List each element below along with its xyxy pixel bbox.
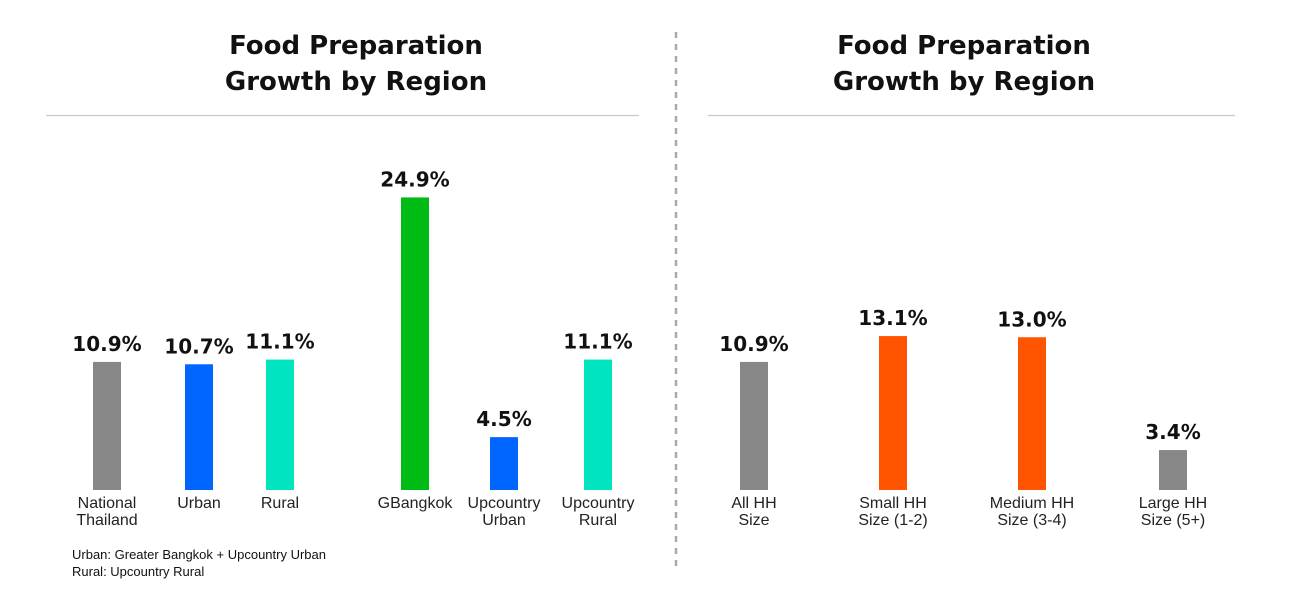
category-label-right-medium-hh-size-3-4-line-2: Size (3-4): [997, 512, 1066, 529]
value-label-left-gbangkok: 24.9%: [380, 167, 449, 191]
category-label-left-national-thailand-line-1: National: [78, 495, 137, 512]
bar-right-small-hh-size-1-2: [879, 336, 907, 490]
category-label-right-large-hh-size-5-line-1: Large HH: [1139, 495, 1207, 512]
value-label-left-urban: 10.7%: [164, 334, 233, 358]
category-label-right-large-hh-size-5-line-2: Size (5+): [1141, 512, 1205, 529]
bar-left-gbangkok: [401, 197, 429, 491]
value-label-left-upcountry-rural: 11.1%: [563, 330, 632, 354]
bar-left-rural: [266, 359, 294, 490]
bar-right-medium-hh-size-3-4: [1018, 337, 1046, 490]
bar-right-large-hh-size-5: [1159, 450, 1187, 490]
value-label-right-all-hh-size: 10.9%: [719, 332, 788, 356]
category-label-right-small-hh-size-1-2-line-1: Small HH: [859, 495, 927, 512]
category-label-left-upcountry-rural-line-2: Rural: [579, 512, 617, 529]
bar-left-national-thailand: [93, 361, 121, 490]
bar-left-upcountry-urban: [490, 437, 518, 490]
footnote-rural: Rural: Upcountry Rural: [72, 564, 204, 579]
category-label-left-rural-line-1: Rural: [261, 495, 299, 512]
category-label-right-medium-hh-size-3-4-line-1: Medium HH: [990, 495, 1074, 512]
category-label-left-gbangkok-line-1: GBangkok: [378, 495, 454, 512]
value-label-left-upcountry-urban: 4.5%: [476, 407, 531, 431]
left-chart-title-line-2: Growth by Region: [225, 67, 487, 97]
category-label-left-upcountry-urban-line-2: Urban: [482, 512, 526, 529]
value-label-left-rural: 11.1%: [245, 330, 314, 354]
category-label-right-small-hh-size-1-2-line-2: Size (1-2): [858, 512, 927, 529]
category-label-right-all-hh-size-line-2: Size: [738, 512, 769, 529]
left-chart-title-line-1: Food Preparation: [229, 31, 483, 61]
value-label-left-national-thailand: 10.9%: [72, 332, 141, 356]
category-label-left-national-thailand-line-2: Thailand: [76, 512, 137, 529]
right-chart-title-line-2: Growth by Region: [833, 67, 1095, 97]
left-chart: Food Preparation Growth by Region 10.9% N…: [46, 31, 639, 579]
category-label-right-all-hh-size-line-1: All HH: [731, 495, 776, 512]
bar-left-upcountry-rural: [584, 359, 612, 490]
value-label-right-small-hh-size-1-2: 13.1%: [858, 306, 927, 330]
right-chart: Food Preparation Growth by Region 10.9% A…: [708, 31, 1235, 529]
bar-left-urban: [185, 364, 213, 490]
category-label-left-upcountry-urban-line-1: Upcountry: [468, 495, 541, 512]
value-label-right-medium-hh-size-3-4: 13.0%: [997, 307, 1066, 331]
value-label-right-large-hh-size-5: 3.4%: [1145, 420, 1200, 444]
category-label-left-urban-line-1: Urban: [177, 495, 221, 512]
footnote-urban: Urban: Greater Bangkok + Upcountry Urban: [72, 547, 326, 562]
bar-right-all-hh-size: [740, 361, 768, 490]
right-chart-title-line-1: Food Preparation: [837, 31, 1091, 61]
category-label-left-upcountry-rural-line-1: Upcountry: [562, 495, 635, 512]
